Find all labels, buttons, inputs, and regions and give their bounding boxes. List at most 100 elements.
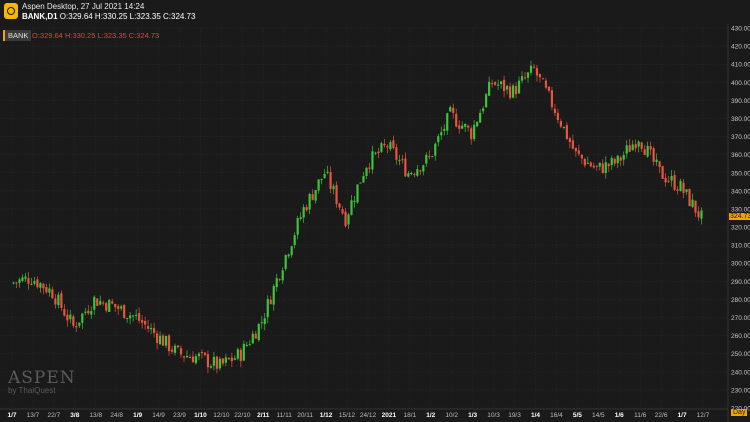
y-tick-label: 260.00 (731, 333, 750, 340)
candle-body (155, 333, 159, 343)
candle-body (15, 282, 18, 284)
candle-body (254, 333, 257, 339)
candle-body (467, 125, 470, 128)
candlestick-chart[interactable]: 220.00230.00240.00250.00260.00270.00280.… (0, 24, 750, 422)
candle-body (311, 194, 314, 200)
candle-body (21, 277, 24, 281)
candle-body (60, 293, 63, 308)
candle-body (470, 128, 473, 140)
x-tick-label: 19/3 (508, 412, 521, 419)
candle-body (637, 141, 640, 147)
candle-body (631, 144, 634, 151)
chart-area[interactable]: 220.00230.00240.00250.00260.00270.00280.… (0, 24, 750, 422)
x-tick-label: 22/6 (655, 412, 668, 419)
y-tick-label: 320.00 (731, 225, 750, 232)
candle-body (559, 121, 563, 127)
x-tick-label: 1/7 (678, 412, 687, 419)
candle-body (476, 121, 479, 127)
candle-body (482, 108, 485, 112)
candle-body (123, 304, 126, 319)
x-tick-label: 1/9 (133, 412, 142, 419)
candle-body (604, 162, 607, 174)
candle-body (643, 149, 646, 155)
candle-body (266, 298, 269, 318)
candle-body (362, 175, 365, 183)
candle-body (39, 283, 42, 288)
x-tick-label: 10/3 (487, 412, 500, 419)
y-tick-label: 340.00 (731, 188, 750, 195)
x-tick-label: 13/7 (27, 412, 40, 419)
candle-body (48, 288, 51, 293)
candle-body (335, 185, 338, 204)
x-tick-label: 1/10 (194, 412, 207, 419)
candle-body (173, 345, 177, 353)
candle-body (87, 310, 90, 314)
candle-body (517, 80, 521, 94)
candle-body (491, 83, 494, 85)
candle-body (356, 184, 359, 203)
candle-body (700, 210, 703, 219)
symbol-label: BANK,D1 (22, 12, 58, 21)
candle-body (350, 200, 353, 215)
candle-body (326, 171, 329, 173)
candle-body (440, 132, 443, 136)
aspen-watermark: ASPEN by ThaiQuest (8, 368, 76, 395)
candle-body (407, 173, 410, 177)
candle-body (589, 162, 592, 167)
candle-body (532, 66, 536, 68)
candle-body (640, 142, 643, 149)
candle-body (233, 358, 236, 360)
candle-body (126, 317, 129, 319)
x-tick-label: 1/6 (615, 412, 624, 419)
y-tick-label: 390.00 (731, 98, 750, 105)
candle-body (413, 174, 416, 176)
x-tick-label: 18/1 (404, 412, 417, 419)
candle-body (111, 301, 114, 304)
x-tick-label: 2/11 (257, 412, 270, 419)
x-tick-label: 10/2 (445, 412, 458, 419)
candle-body (152, 328, 156, 333)
candle-body (63, 308, 66, 316)
symbol-badge[interactable]: BANK (3, 30, 32, 41)
candle-body (586, 162, 589, 164)
candle-body (42, 283, 45, 289)
candle-body (93, 296, 96, 310)
candle-body (206, 354, 210, 368)
candle-body (547, 86, 551, 91)
last-price-tag: 324.73 (729, 213, 750, 221)
y-tick-label: 430.00 (731, 26, 750, 33)
candle-body (383, 143, 386, 146)
window-title: Aspen Desktop, 27 Jul 2021 14:24 (22, 2, 145, 11)
candle-body (245, 345, 248, 347)
y-tick-label: 240.00 (731, 369, 750, 376)
candle-body (526, 72, 530, 78)
y-tick-label: 300.00 (731, 261, 750, 268)
candle-body (114, 303, 117, 308)
candle-body (45, 287, 48, 293)
x-tick-label: 2021 (382, 412, 397, 419)
candle-body (105, 303, 108, 311)
candle-body (401, 159, 404, 161)
candle-body (661, 166, 664, 179)
candle-body (117, 306, 120, 310)
candle-body (167, 335, 171, 352)
timeframe-label[interactable]: Day (731, 409, 748, 416)
candle-body (523, 77, 527, 79)
candle-body (658, 161, 661, 168)
candle-body (30, 283, 33, 285)
candle-body (179, 348, 183, 355)
candle-body (479, 112, 482, 123)
candle-body (230, 357, 233, 362)
x-tick-label: 1/4 (531, 412, 540, 419)
x-tick-label: 11/6 (634, 412, 647, 419)
candle-body (275, 278, 278, 288)
candle-body (344, 211, 347, 227)
x-tick-label: 12/10 (213, 412, 230, 419)
candle-body (565, 125, 568, 139)
candle-body (102, 302, 105, 304)
candle-body (78, 322, 81, 326)
candle-body (221, 358, 224, 364)
x-tick-label: 1/2 (426, 412, 435, 419)
candle-body (437, 136, 440, 143)
candle-body (212, 356, 216, 366)
